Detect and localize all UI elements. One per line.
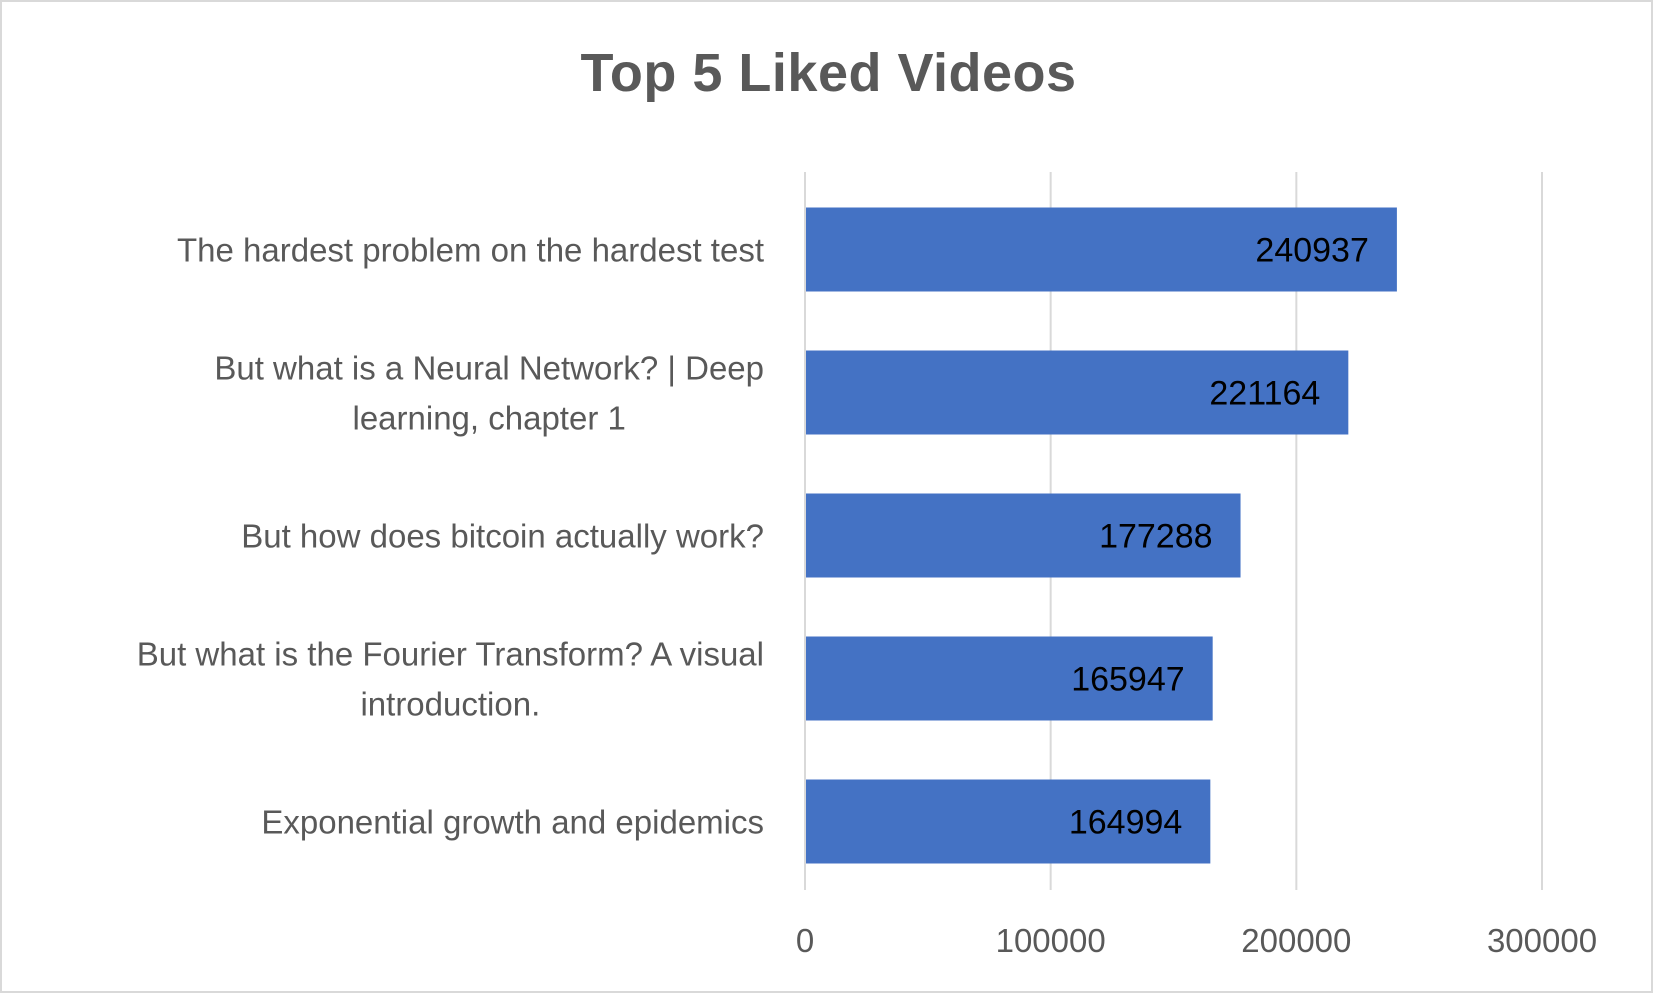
category-label-4: But what is the Fourier Transform? A vis…: [137, 636, 764, 723]
data-label-2: 221164: [1209, 375, 1320, 413]
tick-label-3: 300000: [1487, 922, 1597, 959]
tick-label-1: 100000: [996, 922, 1106, 959]
category-label-4-line-2: introduction.: [360, 686, 540, 723]
category-label-2-line-2: learning, chapter 1: [352, 400, 625, 437]
data-label-4: 165947: [1071, 661, 1184, 699]
bar-1: [805, 207, 1397, 292]
chart-title: Top 5 Liked Videos: [580, 43, 1077, 103]
data-label-1: 240937: [1255, 232, 1368, 270]
data-label-5: 164994: [1069, 804, 1182, 842]
category-label-5-line-1: Exponential growth and epidemics: [261, 804, 764, 841]
tick-label-0: 0: [796, 922, 814, 959]
tick-label-2: 200000: [1241, 922, 1351, 959]
category-label-4-line-1: But what is the Fourier Transform? A vis…: [137, 636, 764, 673]
bar-5: [805, 779, 1211, 864]
category-label-3-line-1: But how does bitcoin actually work?: [241, 518, 764, 555]
data-label-3: 177288: [1099, 518, 1212, 556]
category-label-1: The hardest problem on the hardest test: [177, 232, 764, 269]
bar-2: [805, 350, 1349, 435]
category-label-5: Exponential growth and epidemics: [261, 804, 764, 841]
category-label-2: But what is a Neural Network? | Deep lear…: [214, 350, 764, 437]
category-label-1-line-1: The hardest problem on the hardest test: [177, 232, 764, 269]
category-label-2-line-1: But what is a Neural Network? | Deep: [214, 350, 764, 387]
bar-4: [805, 636, 1213, 721]
bar-3: [805, 493, 1241, 578]
category-label-3: But how does bitcoin actually work?: [241, 518, 764, 555]
